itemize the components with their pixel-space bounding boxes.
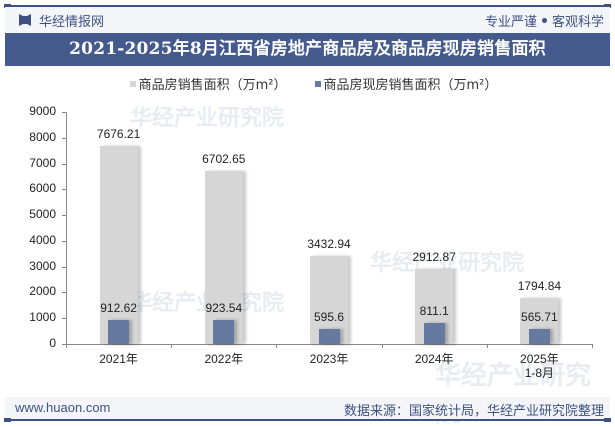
- x-tick: [592, 344, 593, 348]
- slogan-left: 专业严谨: [484, 15, 537, 30]
- x-tick: [486, 344, 488, 348]
- y-tick: [62, 318, 66, 320]
- y-tick-label: 2000: [29, 284, 56, 299]
- bar-spot: [528, 329, 550, 344]
- value-label-spot: 811.1: [419, 304, 449, 319]
- brand-name: 华经情报网: [39, 15, 105, 30]
- bar-spot: [213, 320, 235, 344]
- bullet-dot-icon: [541, 18, 547, 23]
- y-tick: [62, 137, 66, 139]
- brand-logo-icon: [19, 14, 31, 26]
- bottom-border-line: [4, 418, 611, 422]
- y-tick: [62, 112, 66, 113]
- x-category-label: 2025年 1-8月: [520, 352, 559, 380]
- legend-label-total: 商品房销售面积（万m²）: [138, 78, 287, 93]
- y-tick-label: 4000: [29, 232, 56, 247]
- data-source: 数据来源：国家统计局，华经产业研究院整理: [343, 404, 604, 419]
- legend-label-spot: 商品房现房销售面积（万m²）: [323, 78, 498, 93]
- x-tick: [276, 344, 278, 348]
- x-category-label: 2021年: [99, 352, 138, 366]
- y-tick: [62, 189, 66, 191]
- value-label-total: 1794.84: [517, 278, 562, 293]
- x-axis: [66, 344, 592, 345]
- slogan-right: 客观科学: [551, 15, 604, 30]
- footer-url: www.huaon.com: [15, 400, 111, 415]
- y-axis: [66, 112, 67, 344]
- legend-item-spot: 商品房现房销售面积（万m²）: [314, 74, 498, 93]
- chart-legend: 商品房销售面积（万m²） 商品房现房销售面积（万m²）: [0, 74, 615, 93]
- chart-title-bar: 2021-2025年8月江西省房地产商品房及商品房现房销售面积: [5, 33, 610, 66]
- value-label-total: 6702.65: [202, 152, 246, 167]
- slogan: 专业严谨 客观科学: [485, 11, 604, 30]
- bar-spot: [318, 328, 340, 344]
- x-tick: [171, 344, 173, 348]
- value-label-spot: 912.62: [100, 301, 137, 316]
- y-tick-label: 3000: [29, 258, 56, 273]
- legend-item-total: 商品房销售面积（万m²）: [129, 74, 287, 93]
- y-tick-label: 9000: [29, 104, 56, 118]
- value-label-total: 3432.94: [307, 236, 351, 251]
- footer-bar: www.huaon.com 数据来源：国家统计局，华经产业研究院整理: [5, 397, 610, 419]
- value-label-spot: 565.71: [521, 310, 558, 325]
- bar-total: [204, 171, 243, 344]
- y-tick: [62, 344, 66, 345]
- brand-bar: 华经情报网 专业严谨 客观科学: [5, 7, 610, 33]
- y-tick-label: 0: [49, 336, 56, 350]
- y-tick: [62, 266, 66, 268]
- legend-swatch-spot-icon: [314, 80, 321, 87]
- value-label-total: 7676.21: [96, 127, 141, 142]
- value-label-total: 2912.87: [412, 249, 456, 264]
- y-tick-label: 1000: [29, 310, 56, 325]
- bar-total: [99, 146, 138, 344]
- y-tick: [62, 163, 66, 165]
- legend-swatch-total-icon: [129, 80, 136, 87]
- x-category-label: 2024年: [414, 352, 454, 366]
- y-tick-label: 8000: [29, 129, 56, 144]
- bar-spot: [108, 320, 130, 344]
- y-tick: [62, 292, 66, 294]
- y-tick: [62, 215, 66, 217]
- value-label-spot: 595.6: [313, 309, 345, 324]
- y-tick-label: 7000: [29, 155, 56, 170]
- x-tick: [66, 344, 67, 348]
- chart-title: 2021-2025年8月江西省房地产商品房及商品房现房销售面积: [69, 39, 546, 59]
- y-tick-label: 6000: [29, 181, 56, 196]
- y-tick-label: 5000: [29, 207, 56, 222]
- bar-spot: [423, 323, 445, 344]
- x-tick: [381, 344, 383, 348]
- y-tick: [62, 240, 66, 242]
- top-border-line: [4, 4, 611, 8]
- x-category-label: 2022年: [204, 352, 244, 366]
- x-category-label: 2023年: [309, 352, 349, 366]
- value-label-spot: 923.54: [205, 301, 243, 316]
